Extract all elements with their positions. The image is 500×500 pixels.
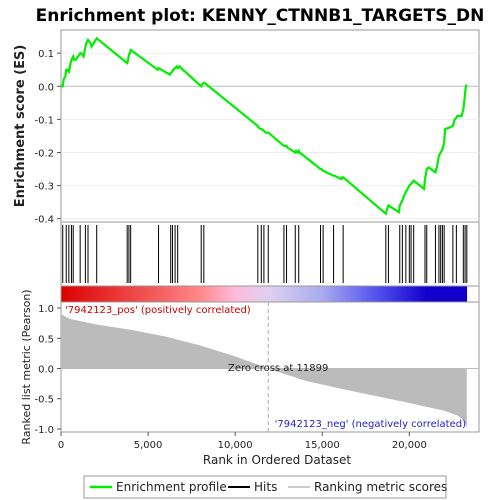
metric-y-ticks: 1.0 0.5 0.0 -0.5 -1.0 bbox=[34, 304, 61, 436]
es-panel: 0.1 0.0 -0.1 -0.2 -0.3 -0.4 Enrichment score … bbox=[13, 29, 480, 226]
es-gridlines bbox=[61, 52, 479, 220]
es-y-tick-label: -0.4 bbox=[34, 215, 54, 226]
legend: Enrichment profile Hits Ranking metric s… bbox=[83, 475, 447, 499]
metric-y-tick-label: 1.0 bbox=[38, 304, 54, 315]
es-y-tick-label: 0.1 bbox=[38, 49, 54, 60]
hits-plot-area bbox=[60, 221, 480, 287]
metric-y-tick-label: 0.5 bbox=[38, 334, 54, 345]
x-axis: 0 5,000 10,000 15,000 20,000 Rank in Ordered… bbox=[58, 432, 427, 467]
x-tick-label: 15,000 bbox=[305, 440, 340, 451]
x-axis-label: Rank in Ordered Dataset bbox=[203, 453, 351, 467]
es-y-tick-label: -0.3 bbox=[34, 182, 54, 193]
x-tick-label: 0 bbox=[58, 440, 64, 451]
chart-title: Enrichment plot: KENNY_CTNNB1_TARGETS_DN bbox=[36, 6, 485, 26]
es-y-tick-label: 0.0 bbox=[38, 82, 54, 93]
es-y-ticks: 0.1 0.0 -0.1 -0.2 -0.3 -0.4 bbox=[34, 49, 61, 226]
es-y-axis-label: Enrichment score (ES) bbox=[13, 45, 28, 208]
metric-y-tick-label: -1.0 bbox=[34, 425, 54, 436]
metric-y-axis-label: Ranked list metric (Pearson) bbox=[20, 289, 33, 444]
ranking-heatmap-bar bbox=[60, 285, 480, 303]
metric-y-tick-label: -0.5 bbox=[34, 395, 54, 406]
enrichment-profile-line bbox=[61, 36, 468, 216]
metric-panel: 1.0 0.5 0.0 -0.5 -1.0 '7942123_pos' (positiv… bbox=[20, 289, 480, 445]
es-plot-area bbox=[60, 29, 480, 223]
x-tick-label: 20,000 bbox=[392, 440, 427, 451]
legend-label-enrichment-profile: Enrichment profile bbox=[116, 480, 227, 494]
legend-box bbox=[83, 475, 447, 499]
negative-correlation-label: '7942123_neg' (negatively correlated) bbox=[275, 419, 466, 430]
metric-y-tick-label: 0.0 bbox=[38, 365, 54, 376]
x-tick-label: 10,000 bbox=[218, 440, 253, 451]
legend-label-hits: Hits bbox=[254, 480, 277, 494]
es-y-tick-label: -0.1 bbox=[34, 115, 54, 126]
legend-label-ranking-metric-scores: Ranking metric scores bbox=[314, 480, 447, 494]
hit-marks bbox=[62, 225, 468, 283]
zero-cross-label: Zero cross at 11899 bbox=[228, 363, 328, 374]
hits-panel bbox=[60, 221, 480, 287]
x-tick-label: 5,000 bbox=[134, 440, 163, 451]
heatmap-strip bbox=[60, 285, 480, 303]
es-y-tick-label: -0.2 bbox=[34, 148, 54, 159]
ranking-metric-area bbox=[61, 314, 467, 428]
positive-correlation-label: '7942123_pos' (positively correlated) bbox=[65, 305, 251, 316]
x-ticks: 0 5,000 10,000 15,000 20,000 bbox=[58, 432, 427, 451]
